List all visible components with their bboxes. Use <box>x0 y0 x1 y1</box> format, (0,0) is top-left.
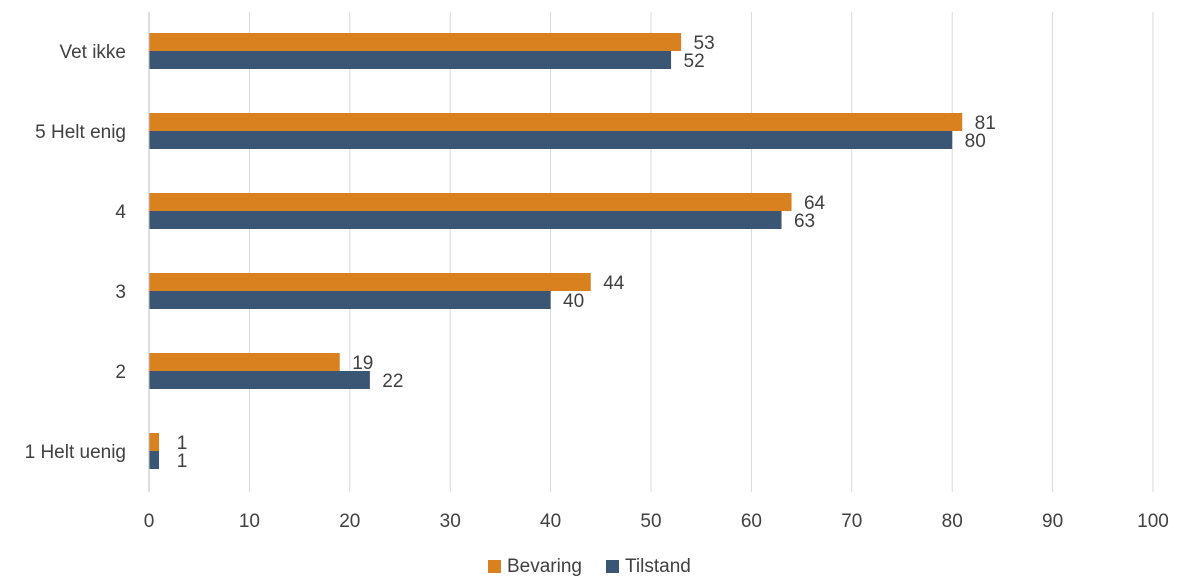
category-label: 5 Helt enig <box>35 122 126 143</box>
data-label: 81 <box>975 113 996 134</box>
x-tick-label: 80 <box>942 511 963 532</box>
data-label: 53 <box>694 33 715 54</box>
x-tick-label: 10 <box>239 511 260 532</box>
x-tick-label: 30 <box>440 511 461 532</box>
data-label: 80 <box>965 131 986 152</box>
bar-tilstand <box>149 291 551 309</box>
x-tick-label: 70 <box>841 511 862 532</box>
legend: Bevaring Tilstand <box>488 556 691 577</box>
category-label: 1 Helt uenig <box>25 442 126 463</box>
bar-bevaring <box>149 433 160 451</box>
x-tick-label: 50 <box>640 511 661 532</box>
data-label: 1 <box>177 451 188 472</box>
data-label: 64 <box>804 193 826 214</box>
legend-swatch-bevaring <box>488 560 501 573</box>
bar-bevaring <box>149 193 792 211</box>
legend-label-tilstand: Tilstand <box>625 556 691 577</box>
category-label: 4 <box>115 202 126 223</box>
data-label: 63 <box>794 211 815 232</box>
legend-swatch-tilstand <box>606 560 619 573</box>
bar-bevaring <box>149 353 340 371</box>
bar-tilstand <box>149 131 953 149</box>
bar-tilstand <box>149 371 370 389</box>
data-label: 1 <box>177 433 188 454</box>
legend-label-bevaring: Bevaring <box>507 556 582 577</box>
bar-tilstand <box>149 451 160 469</box>
data-label: 44 <box>603 273 625 294</box>
category-label: 3 <box>115 282 126 303</box>
x-tick-label: 40 <box>540 511 561 532</box>
data-label: 40 <box>563 291 584 312</box>
bar-bevaring <box>149 33 682 51</box>
x-tick-label: 90 <box>1042 511 1063 532</box>
x-tick-label: 20 <box>339 511 360 532</box>
data-label: 19 <box>352 353 373 374</box>
x-tick-label: 60 <box>741 511 762 532</box>
bar-tilstand <box>149 211 782 229</box>
bar-bevaring <box>149 113 963 131</box>
bar-tilstand <box>149 51 672 69</box>
bar-bevaring <box>149 273 591 291</box>
x-tick-label: 0 <box>144 511 155 532</box>
category-label: Vet ikke <box>59 42 126 63</box>
x-tick-label: 100 <box>1137 511 1169 532</box>
bars-layer <box>149 33 963 469</box>
data-label: 22 <box>382 371 403 392</box>
axis-layer: 0 10 20 30 40 50 60 70 80 90 100 Vet ikke 5 Helt eni… <box>25 12 1169 532</box>
category-label: 2 <box>115 362 126 383</box>
grid-layer <box>248 12 1154 492</box>
data-label: 52 <box>684 51 705 72</box>
